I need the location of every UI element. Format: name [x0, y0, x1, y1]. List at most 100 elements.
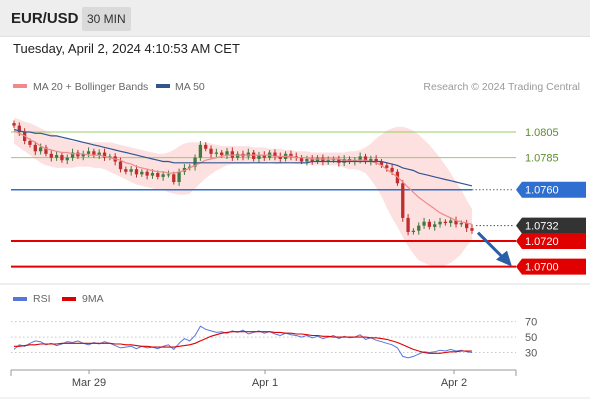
forecast-arrow-head	[496, 250, 512, 267]
rsi-line	[13, 325, 473, 359]
price-label-1-0760: 1.0760	[516, 181, 586, 198]
ma50-legend-swatch	[156, 84, 170, 88]
candle	[289, 150, 293, 161]
candle	[326, 156, 330, 165]
candle	[385, 162, 389, 172]
x-tick-label: Mar 29	[72, 377, 106, 389]
candle	[363, 153, 368, 165]
candle	[49, 150, 53, 162]
svg-text:1.0700: 1.0700	[525, 262, 559, 274]
candle	[161, 171, 165, 181]
ma20-legend-swatch	[13, 84, 27, 88]
candle	[369, 155, 373, 166]
candle	[236, 151, 240, 161]
price-label-1-0700: 1.0700	[516, 258, 586, 275]
candle	[449, 217, 453, 227]
candle	[134, 165, 139, 178]
candle	[92, 148, 96, 158]
forecast-arrow	[476, 231, 512, 267]
rsi-grid: 70 50 30	[11, 317, 537, 360]
candle	[438, 217, 442, 228]
rsi-ma-legend-label: 9MA	[82, 293, 104, 305]
candle	[427, 219, 432, 230]
candle	[129, 166, 133, 176]
rsi-ma-line	[14, 331, 472, 354]
price-label-1-0805: 1.0805	[525, 127, 559, 139]
ma20-line	[13, 130, 473, 225]
candle	[273, 149, 277, 161]
candle	[65, 154, 69, 165]
candle	[454, 216, 458, 228]
candle	[225, 148, 229, 159]
timestamp: Tuesday, April 2, 2024 4:10:53 AM CET	[13, 41, 240, 56]
rsi-ma-legend-swatch	[62, 297, 76, 301]
candle	[166, 170, 171, 178]
candle	[108, 153, 112, 161]
price-label-1-0785: 1.0785	[525, 153, 559, 165]
candle	[33, 141, 37, 156]
candle	[278, 152, 282, 163]
candle	[443, 219, 448, 226]
svg-text:1.0785: 1.0785	[525, 153, 559, 165]
candle	[12, 120, 16, 129]
candle	[411, 228, 416, 235]
bollinger-band-fill	[14, 117, 472, 268]
candle	[465, 219, 469, 233]
pair-title: EUR/USD	[11, 10, 79, 27]
svg-text:1.0760: 1.0760	[525, 185, 559, 197]
candle	[209, 145, 213, 158]
price-label-1-0732: 1.0732	[516, 217, 586, 234]
candle	[76, 149, 80, 159]
ma50-legend-label: MA 50	[175, 81, 205, 93]
bollinger-band-area	[14, 117, 472, 268]
candle	[54, 151, 59, 161]
candle	[422, 217, 426, 229]
candle	[124, 166, 128, 175]
ma20-legend-label: MA 20 + Bollinger Bands	[33, 81, 148, 93]
price-tags: 1.0805 1.0785 1.0760 1.0732 1.0720 1.0700	[516, 127, 586, 275]
svg-text:1.0805: 1.0805	[525, 127, 559, 139]
rsi-lines	[13, 325, 473, 359]
candle	[214, 148, 219, 158]
candle	[230, 147, 234, 161]
candle	[102, 148, 107, 161]
candle	[379, 158, 384, 168]
moving-averages	[13, 128, 473, 225]
rsi-legend-swatch	[13, 297, 27, 301]
timeframe-badge[interactable]: 30 MIN	[82, 7, 131, 31]
x-axis-ticks: Mar 29 Apr 1 Apr 2	[72, 370, 467, 389]
candle	[198, 141, 203, 161]
ma50-line	[13, 128, 473, 187]
header-bar: EUR/USD 30 MIN	[0, 0, 590, 37]
candle	[246, 148, 250, 160]
candle	[406, 214, 410, 236]
candle	[97, 149, 101, 159]
rsi-tick-70: 70	[525, 317, 537, 329]
forecast-arrow-shaft	[476, 231, 504, 258]
candle	[140, 169, 144, 177]
candle	[172, 171, 176, 185]
candle	[257, 151, 261, 163]
candle	[252, 149, 256, 162]
rsi-tick-30: 30	[525, 348, 537, 360]
candle	[70, 148, 75, 161]
rsi-tick-50: 50	[525, 332, 537, 344]
candle	[401, 180, 405, 222]
candle	[433, 221, 437, 231]
svg-text:1.0732: 1.0732	[525, 221, 559, 233]
candle	[294, 152, 298, 161]
candle	[262, 151, 266, 161]
candle	[44, 144, 48, 157]
candle	[310, 155, 314, 165]
x-tick-label: Apr 1	[252, 377, 278, 389]
candle	[417, 222, 421, 235]
candle	[145, 168, 149, 180]
candle	[81, 150, 85, 161]
attribution: Research © 2024 Trading Central	[423, 81, 580, 93]
candle	[60, 152, 64, 163]
candle	[204, 142, 208, 152]
price-label-1-0720: 1.0720	[516, 232, 586, 249]
svg-text:1.0720: 1.0720	[525, 236, 559, 248]
candle	[470, 224, 474, 234]
